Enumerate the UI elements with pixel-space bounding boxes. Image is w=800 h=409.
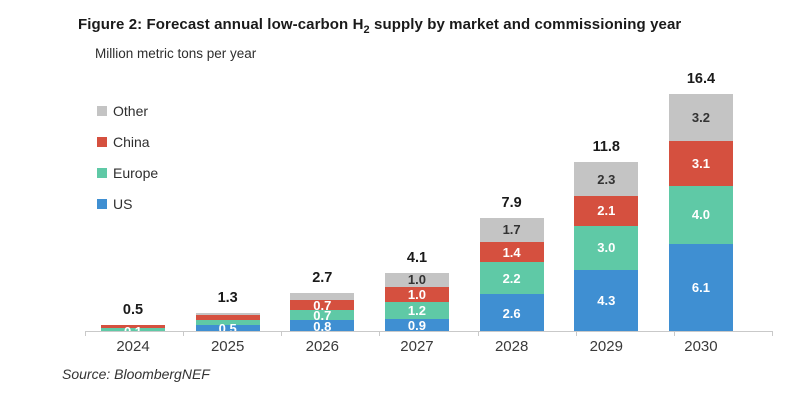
legend-item-europe: Europe: [97, 165, 158, 181]
figure-title: Figure 2: Forecast annual low-carbon H2 …: [78, 16, 681, 36]
segment-value-label: 1.4: [502, 244, 521, 260]
legend-label-us: US: [113, 196, 133, 212]
legend: Other China Europe US: [97, 103, 158, 212]
segment-value-label: 2.6: [502, 305, 521, 321]
bar-2025: 1.3 0.5: [195, 290, 260, 335]
segment-2024-europe: [101, 328, 165, 331]
segment-2026-china: 0.7: [290, 299, 355, 312]
bar-2026: 2.7 0.7 0.7 0.8: [290, 269, 355, 333]
legend-label-europe: Europe: [113, 165, 159, 181]
segment-value-label: 2.2: [502, 270, 521, 286]
segment-2029-other: 2.3: [574, 162, 639, 196]
segment-value-label: 3.1: [691, 155, 710, 171]
x-axis-ticks: [85, 331, 773, 336]
x-axis-label-2028: 2028: [494, 338, 529, 355]
legend-swatch-china-icon: [97, 137, 107, 147]
legend-swatch-us-icon: [97, 199, 107, 209]
bar-total-label-2026: 2.7: [312, 269, 333, 286]
x-axis-line: [85, 331, 773, 332]
segment-value-label: 3.0: [597, 240, 616, 256]
bar-total-label-2025: 1.3: [217, 290, 238, 307]
segment-2030-other: 3.2: [668, 94, 733, 141]
bar-total-label-2029: 11.8: [592, 139, 620, 156]
x-axis-labels: 2024 2025 2026 2027 2028 2029 2030: [101, 338, 733, 355]
segment-2028-us: 2.6: [479, 294, 544, 332]
segment-value-label: 3.2: [691, 109, 710, 125]
segment-value-label: 1.2: [407, 302, 426, 318]
bar-total-label-2027: 4.1: [406, 249, 428, 266]
bar-2027: 4.1 1.0 1.0 1.2 0.9: [384, 249, 449, 333]
segment-2028-other: 1.7: [479, 217, 544, 243]
segment-2025-europe: [195, 320, 260, 325]
x-axis-label-2029: 2029: [589, 338, 623, 355]
axis-tick: [673, 331, 675, 336]
legend-swatch-other-icon: [97, 106, 107, 116]
segment-value-label: 1.0: [407, 286, 426, 302]
figure-title-subscript: 2: [363, 24, 370, 36]
segment-2029-china: 2.1: [574, 195, 639, 227]
x-axis-label-2027: 2027: [400, 338, 434, 355]
segment-2030-europe: 4.0: [668, 185, 733, 244]
axis-tick: [281, 331, 283, 336]
segment-value-label: 2.1: [597, 203, 616, 219]
bar-chart-plot-area: 0.5 0.1 1.3 0.5 2.7 0.7 0.7 0.8 4.1 1.0 1.0 1.2 0.9 7…: [101, 42, 733, 338]
segment-2027-other: 1.0: [384, 272, 449, 288]
segment-2028-china: 1.4: [479, 242, 544, 263]
segment-2024-other: [101, 324, 165, 326]
legend-item-us: US: [97, 196, 158, 212]
segment-2027-europe: 1.2: [384, 301, 449, 319]
axis-tick: [379, 331, 381, 336]
bar-2029: 11.8 2.3 2.1 3.0 4.3: [574, 139, 639, 332]
legend-item-china: China: [97, 134, 158, 150]
segment-2030-us: 6.1: [668, 243, 733, 332]
x-axis-label-2030: 2030: [684, 338, 718, 355]
legend-swatch-europe-icon: [97, 168, 107, 178]
legend-label-china: China: [113, 134, 150, 150]
segment-2025-other: [195, 313, 260, 315]
legend-label-other: Other: [113, 103, 149, 119]
segment-value-label: 1.0: [407, 272, 426, 288]
segment-value-label: 4.0: [691, 207, 710, 223]
segment-value-label: 4.3: [597, 293, 616, 309]
figure-title-suffix: supply by market and commissioning year: [369, 16, 682, 33]
segment-2029-europe: 3.0: [574, 226, 639, 270]
bar-2030: 16.4 3.2 3.1 4.0 6.1: [668, 71, 733, 332]
segment-value-label: 6.1: [691, 280, 710, 296]
figure-title-prefix: Figure 2: Forecast annual low-carbon H: [78, 16, 364, 33]
axis-tick: [477, 331, 479, 336]
segment-2030-china: 3.1: [668, 140, 733, 186]
axis-unit-label: Million metric tons per year: [95, 46, 257, 61]
bar-total-label-2028: 7.9: [501, 194, 522, 211]
bar-total-label-2024: 0.5: [122, 301, 144, 318]
source-credit: Source: BloombergNEF: [62, 366, 210, 382]
segment-value-label: 1.7: [502, 222, 521, 238]
legend-item-other: Other: [97, 103, 158, 119]
segment-2027-china: 1.0: [384, 286, 449, 302]
segment-2029-us: 4.3: [574, 269, 639, 332]
bar-total-label-2030: 16.4: [686, 71, 716, 88]
segment-value-label: 2.3: [597, 171, 616, 187]
axis-tick: [85, 331, 86, 336]
bar-2028: 7.9 1.7 1.4 2.2 2.6: [479, 194, 544, 332]
x-axis-label-2026: 2026: [305, 338, 339, 355]
axis-tick: [771, 331, 773, 336]
bar-2024: 0.5 0.1: [101, 301, 165, 338]
axis-tick: [575, 331, 577, 336]
axis-tick: [183, 331, 185, 336]
segment-value-label: 0.9: [407, 317, 426, 333]
segment-2026-europe: 0.7: [290, 309, 355, 322]
segment-2024-china: [101, 325, 165, 329]
segment-2025-china: [195, 314, 260, 321]
x-axis-label-2025: 2025: [210, 338, 245, 355]
segment-2028-europe: 2.2: [479, 262, 544, 295]
segment-2026-other: [290, 292, 355, 301]
x-axis-label-2024: 2024: [116, 338, 150, 355]
